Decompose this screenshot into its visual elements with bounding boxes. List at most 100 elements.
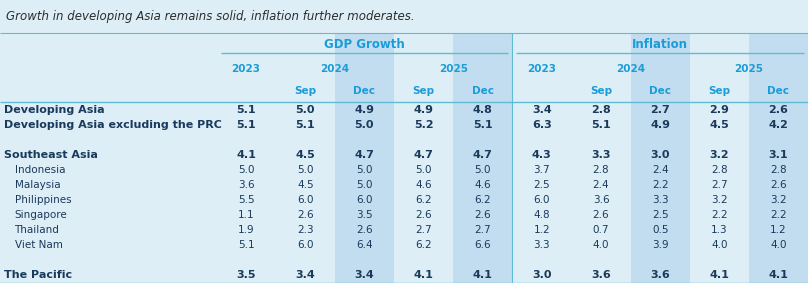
- Bar: [690, 147, 749, 162]
- Text: 3.9: 3.9: [652, 240, 668, 250]
- Text: 2.6: 2.6: [356, 225, 372, 235]
- Bar: [749, 268, 808, 283]
- Bar: [630, 223, 690, 238]
- Text: 4.7: 4.7: [355, 150, 374, 160]
- Bar: [0, 208, 217, 223]
- Text: 2.7: 2.7: [650, 105, 670, 115]
- Bar: [217, 268, 276, 283]
- Text: 4.1: 4.1: [473, 271, 493, 280]
- Bar: [0, 33, 217, 58]
- Bar: [630, 253, 690, 268]
- Text: 5.1: 5.1: [473, 120, 493, 130]
- Bar: [749, 253, 808, 268]
- Text: Malaysia: Malaysia: [15, 180, 60, 190]
- Bar: [394, 162, 453, 177]
- Text: 5.0: 5.0: [474, 165, 491, 175]
- Bar: [630, 117, 690, 132]
- Bar: [630, 147, 690, 162]
- Bar: [276, 208, 335, 223]
- Text: 5.1: 5.1: [591, 120, 611, 130]
- Bar: [394, 147, 453, 162]
- Bar: [453, 208, 512, 223]
- Text: 5.0: 5.0: [356, 180, 372, 190]
- Text: 1.1: 1.1: [238, 210, 255, 220]
- Text: 5.0: 5.0: [356, 165, 372, 175]
- Bar: [749, 192, 808, 208]
- Bar: [276, 132, 335, 147]
- Text: 2024: 2024: [320, 64, 349, 74]
- Bar: [0, 162, 217, 177]
- Text: 4.7: 4.7: [473, 150, 493, 160]
- Text: 3.3: 3.3: [652, 195, 668, 205]
- Text: 2.2: 2.2: [652, 180, 668, 190]
- Bar: [512, 238, 571, 253]
- Text: 4.0: 4.0: [711, 240, 727, 250]
- Text: 5.1: 5.1: [236, 120, 256, 130]
- Text: 2023: 2023: [232, 64, 261, 74]
- Bar: [749, 117, 808, 132]
- Bar: [571, 177, 630, 192]
- Bar: [453, 147, 512, 162]
- Text: 3.5: 3.5: [356, 210, 372, 220]
- Text: 3.1: 3.1: [768, 150, 789, 160]
- Text: 3.0: 3.0: [532, 271, 552, 280]
- Bar: [453, 162, 512, 177]
- Text: 4.3: 4.3: [532, 150, 552, 160]
- Text: 3.6: 3.6: [593, 195, 609, 205]
- Text: 2.6: 2.6: [768, 105, 789, 115]
- Bar: [512, 80, 571, 102]
- Text: 3.4: 3.4: [532, 105, 552, 115]
- Text: 2025: 2025: [734, 64, 764, 74]
- Bar: [630, 268, 690, 283]
- Text: 4.5: 4.5: [296, 150, 315, 160]
- Text: Sep: Sep: [294, 86, 316, 96]
- Bar: [690, 208, 749, 223]
- Text: 5.1: 5.1: [238, 240, 255, 250]
- Text: 1.2: 1.2: [533, 225, 550, 235]
- Text: 2.6: 2.6: [297, 210, 314, 220]
- Bar: [749, 177, 808, 192]
- Text: 2.6: 2.6: [474, 210, 491, 220]
- Bar: [394, 33, 453, 58]
- Text: 4.5: 4.5: [709, 120, 729, 130]
- Text: Sep: Sep: [413, 86, 435, 96]
- Bar: [630, 33, 690, 58]
- Bar: [690, 238, 749, 253]
- Bar: [217, 147, 276, 162]
- Text: 5.1: 5.1: [236, 105, 256, 115]
- Bar: [749, 162, 808, 177]
- Text: 2023: 2023: [528, 64, 557, 74]
- Text: 5.5: 5.5: [238, 195, 255, 205]
- Bar: [749, 132, 808, 147]
- Bar: [630, 80, 690, 102]
- Bar: [0, 117, 217, 132]
- Bar: [749, 208, 808, 223]
- Bar: [394, 58, 453, 80]
- Text: 4.9: 4.9: [355, 105, 374, 115]
- Text: 2.4: 2.4: [593, 180, 609, 190]
- Bar: [571, 102, 630, 117]
- Bar: [749, 147, 808, 162]
- Bar: [394, 208, 453, 223]
- Text: 4.6: 4.6: [415, 180, 431, 190]
- Text: 2.9: 2.9: [709, 105, 729, 115]
- Bar: [217, 253, 276, 268]
- Bar: [690, 253, 749, 268]
- Text: 2024: 2024: [616, 64, 645, 74]
- Bar: [394, 253, 453, 268]
- Bar: [512, 253, 571, 268]
- Bar: [690, 192, 749, 208]
- Bar: [276, 268, 335, 283]
- Bar: [217, 80, 276, 102]
- Text: 2025: 2025: [439, 64, 468, 74]
- Text: 5.0: 5.0: [415, 165, 431, 175]
- Text: 3.4: 3.4: [296, 271, 315, 280]
- Bar: [217, 117, 276, 132]
- Text: 1.9: 1.9: [238, 225, 255, 235]
- Bar: [690, 80, 749, 102]
- Bar: [276, 177, 335, 192]
- Bar: [512, 102, 571, 117]
- Bar: [217, 162, 276, 177]
- Bar: [394, 268, 453, 283]
- Bar: [0, 238, 217, 253]
